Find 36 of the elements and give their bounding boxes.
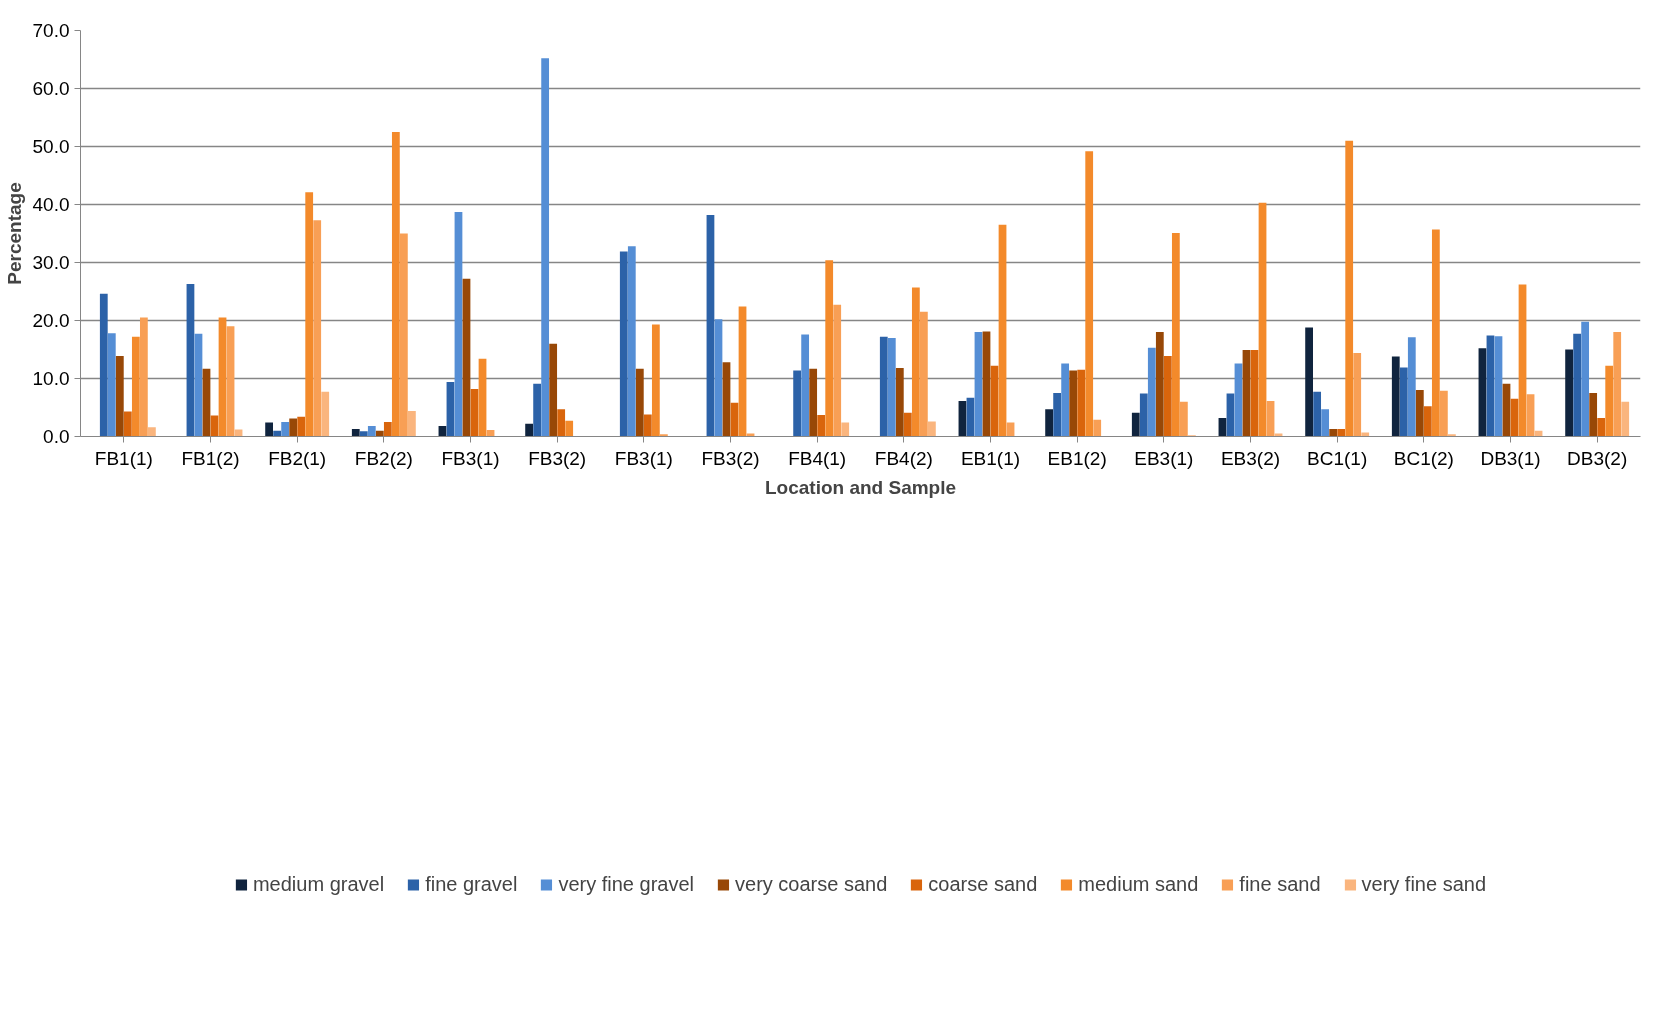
y-tick-label: 60.0 <box>32 78 70 99</box>
y-tick-label: 20.0 <box>32 310 70 331</box>
x-tick-label: EB3(2) <box>1220 447 1281 469</box>
y-tick-label: 30.0 <box>32 252 70 273</box>
x-tick-label: FB2(2) <box>354 447 413 469</box>
x-tick-label: DB3(1) <box>1480 447 1541 469</box>
x-tick-label: EB1(1) <box>960 447 1021 469</box>
x-tick-label: FB3(2) <box>528 447 587 469</box>
x-tick-label: FB4(1) <box>788 447 847 469</box>
x-tick-label: FB3(1) <box>441 447 500 469</box>
x-tick-label: EB3(1) <box>1134 447 1194 469</box>
x-tick-label: BC1(2) <box>1393 447 1454 469</box>
x-tick-label: FB1(1) <box>94 447 153 469</box>
x-tick-label: FB4(2) <box>874 447 933 469</box>
y-tick-label: 50.0 <box>32 136 70 157</box>
y-tick-label: 40.0 <box>32 194 70 215</box>
legend-label: fine gravel <box>425 872 518 896</box>
legend-label: fine sand <box>1239 872 1321 896</box>
y-tick-label: 0.0 <box>43 426 70 447</box>
legend-label: medium sand <box>1078 872 1199 896</box>
legend-label: medium gravel <box>252 872 385 896</box>
x-axis-title: Location and Sample <box>764 476 957 498</box>
legend-label: very fine sand <box>1361 872 1487 896</box>
legend-label: very fine gravel <box>558 872 695 896</box>
x-tick-label: FB3(1) <box>614 447 673 469</box>
y-tick-label: 10.0 <box>32 368 70 389</box>
x-tick-label: DB3(2) <box>1567 447 1628 469</box>
x-tick-label: BC1(1) <box>1307 447 1368 469</box>
x-tick-label: EB1(2) <box>1047 447 1107 469</box>
y-tick-label: 70.0 <box>32 20 70 41</box>
y-axis-title: Percentage <box>3 182 25 285</box>
legend-label: very coarse sand <box>735 872 888 896</box>
legend-label: coarse sand <box>928 872 1038 896</box>
x-tick-label: FB2(1) <box>268 447 327 469</box>
x-tick-label: FB1(2) <box>181 447 240 469</box>
x-tick-label: FB3(2) <box>701 447 760 469</box>
